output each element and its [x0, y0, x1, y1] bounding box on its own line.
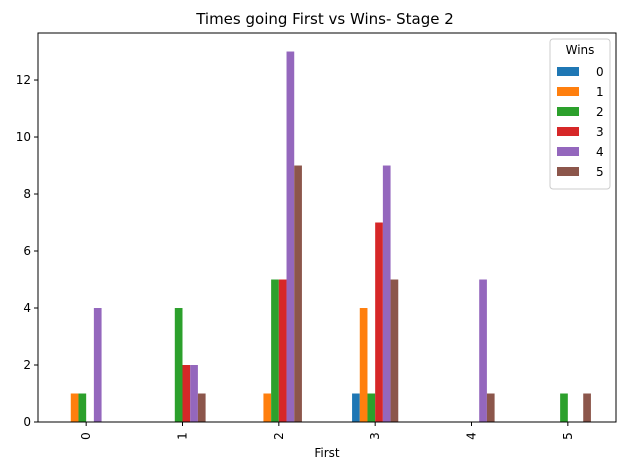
- y-tick-label: 2: [23, 358, 31, 372]
- bar-first-4-wins-4: [479, 279, 487, 422]
- plot-frame: [37, 32, 617, 423]
- bar-first-2-wins-4: [286, 51, 295, 423]
- y-tick-label: 0: [23, 415, 31, 429]
- legend-swatch-4: [557, 147, 579, 156]
- x-axis-title: First: [314, 446, 340, 460]
- legend-title: Wins: [566, 43, 595, 57]
- bar-first-0-wins-1: [70, 393, 79, 422]
- bar-first-5-wins-5: [583, 393, 591, 422]
- x-tick-label: 0: [79, 432, 93, 440]
- legend-swatch-1: [557, 87, 579, 96]
- bar-first-0-wins-2: [78, 393, 87, 422]
- y-axis: 0 2 4 6 8 10 12: [16, 73, 38, 429]
- legend-label-4: 4: [596, 145, 604, 159]
- y-tick-label: 6: [23, 244, 31, 258]
- bar-first-4-wins-5: [486, 393, 495, 422]
- bar-first-3-wins-0: [352, 393, 360, 422]
- bar-first-5-wins-2: [560, 393, 568, 422]
- y-tick-label: 10: [16, 130, 31, 144]
- legend-swatch-2: [557, 107, 579, 116]
- legend-swatch-5: [557, 167, 579, 176]
- bar-first-1-wins-2: [174, 308, 183, 422]
- bar-first-2-wins-3: [278, 279, 287, 422]
- x-tick-label: 5: [561, 432, 575, 440]
- bar-first-1-wins-5: [197, 393, 206, 422]
- legend-label-2: 2: [596, 105, 604, 119]
- legend-label-3: 3: [596, 125, 604, 139]
- bar-first-3-wins-1: [359, 308, 368, 422]
- bar-first-3-wins-2: [367, 393, 376, 422]
- x-tick-label: 3: [368, 432, 382, 440]
- chart-title: Times going First vs Wins- Stage 2: [195, 10, 454, 28]
- x-tick-label: 1: [176, 432, 190, 440]
- bar-first-1-wins-4: [190, 365, 198, 422]
- y-tick-label: 12: [16, 73, 31, 87]
- bar-first-0-wins-4: [93, 308, 102, 422]
- bar-first-2-wins-2: [271, 279, 279, 422]
- legend-swatch-0: [557, 67, 579, 76]
- bar-first-2-wins-1: [263, 393, 272, 422]
- legend: Wins 0 1 2 3 4 5: [549, 38, 611, 190]
- legend-label-0: 0: [596, 65, 604, 79]
- x-tick-label: 4: [465, 432, 479, 440]
- legend-swatch-3: [557, 127, 579, 136]
- y-tick-label: 4: [23, 301, 31, 315]
- y-tick-label: 8: [23, 187, 31, 201]
- legend-label-5: 5: [596, 165, 604, 179]
- x-axis: 0 1 2 3 4 5: [79, 422, 575, 440]
- bar-first-1-wins-3: [182, 365, 191, 422]
- bar-first-3-wins-3: [375, 222, 383, 422]
- x-tick-label: 2: [272, 432, 286, 440]
- legend-items: 0 1 2 3 4 5: [557, 65, 604, 179]
- bar-first-3-wins-5: [390, 279, 399, 422]
- legend-label-1: 1: [596, 85, 604, 99]
- bar-first-2-wins-5: [294, 165, 302, 422]
- bars-layer: [70, 51, 591, 423]
- bar-first-3-wins-4: [382, 165, 391, 422]
